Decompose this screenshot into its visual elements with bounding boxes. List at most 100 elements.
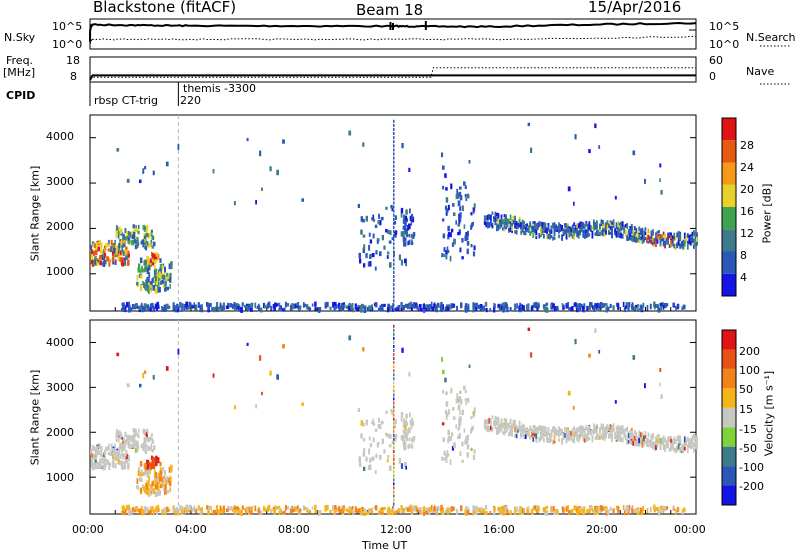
ground-band-velocity-cell [622, 505, 625, 511]
evening-band-power-cell [496, 212, 498, 217]
afternoon-echo-velocity-cell [447, 429, 450, 436]
evening-band-power-cell [679, 235, 682, 240]
ground-band-velocity-cell [176, 506, 179, 511]
ground-band-velocity-cell [400, 510, 403, 514]
afternoon-echo-power-cell [470, 244, 473, 248]
ground-band-power-cell [274, 302, 277, 308]
evening-band-velocity-cell [629, 439, 632, 444]
station-title: Blackstone (fitACF) [93, 0, 237, 16]
evening-band-velocity-cell [540, 434, 542, 439]
afternoon-echo-velocity-cell [449, 459, 452, 465]
afternoon-echo-velocity-cell [459, 399, 463, 405]
evening-band-power-cell [638, 238, 641, 244]
ground-band-power-cell [156, 307, 159, 312]
ground-band-power-cell [211, 306, 213, 311]
evening-band-power-cell [565, 229, 568, 236]
early-upper-echo-power-cell [127, 230, 130, 236]
ground-band-velocity-cell [128, 504, 130, 510]
afternoon-echo-velocity-cell [465, 435, 467, 440]
ground-band-power-cell [128, 301, 130, 307]
afternoon-echo-velocity-cell [449, 436, 452, 441]
sparse-scatter-velocity-cell [261, 391, 263, 396]
dawn-echo-velocity-cell [161, 477, 164, 483]
ground-band-power-cell [479, 304, 483, 310]
ground-band-power-cell [131, 304, 134, 310]
evening-band-velocity-cell [603, 436, 606, 441]
evening-band-velocity-cell [515, 424, 518, 430]
evening-band-velocity-cell [527, 431, 530, 437]
evening-band-velocity-cell [532, 429, 535, 433]
velocity-colorbar-segment [722, 466, 736, 486]
power-colorbar-segment [722, 207, 736, 230]
ground-band-power-cell [409, 301, 412, 308]
evening-band-power-cell [680, 242, 683, 248]
ground-band-velocity-cell [144, 510, 147, 514]
noon-streak-power [393, 217, 395, 221]
early-upper-echo-power-cell [134, 225, 137, 230]
evening-band-velocity-cell [641, 442, 644, 448]
evening-band-velocity-cell [603, 426, 606, 433]
afternoon-echo-velocity-cell [457, 404, 461, 411]
early-upper-echo-power-cell [132, 224, 135, 229]
early-echo-power-cell [103, 252, 106, 258]
evening-band-velocity-cell [596, 433, 598, 439]
afternoon-echo-power-cell [447, 204, 450, 211]
ground-band-power-cell [260, 307, 263, 313]
afternoon-echo-power-cell [443, 247, 446, 252]
ground-band-power-cell [152, 306, 155, 313]
evening-band-power-cell [536, 222, 539, 228]
dawn-echo-velocity-cell [149, 484, 153, 489]
midday-echo-power-cell [388, 240, 392, 244]
evening-band-velocity-cell [503, 431, 506, 436]
x-axis-label: Time UT [362, 539, 408, 552]
ground-band-power-cell [642, 302, 645, 309]
ground-band-velocity-cell [355, 509, 358, 514]
evening-band-power-cell [508, 227, 510, 232]
evening-band-velocity-cell [659, 443, 662, 448]
evening-band-velocity-cell [518, 423, 521, 429]
ground-band-velocity-cell [240, 510, 243, 516]
afternoon-echo-velocity-cell [464, 398, 467, 402]
evening-band-velocity-cell [588, 429, 591, 435]
early-echo-power-cell [102, 261, 106, 267]
ground-band-velocity-cell [278, 511, 281, 515]
evening-band-velocity-cell [638, 430, 641, 435]
evening-band-power-cell [499, 219, 501, 225]
evening-band-power-cell [512, 219, 515, 225]
red-velocity-patch-velocity-cell [155, 455, 158, 461]
ground-band-velocity-cell [504, 506, 507, 511]
early-upper-echo-power-cell [149, 242, 152, 248]
evening-band-velocity-cell [533, 428, 536, 435]
ground-band-power-cell [121, 302, 124, 307]
evening-band-velocity-cell [564, 426, 566, 430]
afternoon-echo-velocity-cell [459, 421, 462, 426]
evening-band-velocity-cell [532, 430, 535, 436]
ground-band-velocity-cell [156, 510, 159, 515]
noon-streak-power [393, 132, 395, 136]
afternoon-echo-velocity-cell [458, 395, 462, 401]
evening-band-velocity-cell [586, 437, 589, 441]
noon-streak-velocity [393, 369, 395, 373]
evening-band-power-cell [673, 235, 676, 239]
ground-band-velocity-cell [661, 505, 664, 511]
evening-band-velocity-cell [571, 428, 574, 433]
ground-band-velocity-cell [324, 506, 327, 512]
noon-streak-power [393, 164, 395, 168]
ground-band-velocity-cell [176, 510, 179, 516]
ground-band-velocity-cell [392, 510, 394, 515]
ground-band-power-cell [502, 302, 505, 307]
midday-echo-power-cell [394, 215, 397, 220]
early-echo-power-cell [90, 260, 94, 265]
sparse-scatter-power-cell [282, 139, 285, 144]
ground-band-power-cell [533, 302, 537, 306]
evening-band-power-cell [535, 233, 538, 240]
evening-band-power-cell [611, 226, 613, 231]
evening-band-power-cell [544, 226, 547, 231]
ground-band-velocity-cell [451, 507, 453, 512]
ground-band-power-cell [586, 305, 589, 311]
evening-band-velocity-cell [515, 427, 518, 433]
early-upper-echo-velocity-cell [126, 434, 129, 440]
ground-band-power-cell [412, 302, 416, 308]
sparse-scatter-velocity-cell [574, 338, 577, 345]
sparse-scatter-velocity-cell [468, 364, 471, 369]
